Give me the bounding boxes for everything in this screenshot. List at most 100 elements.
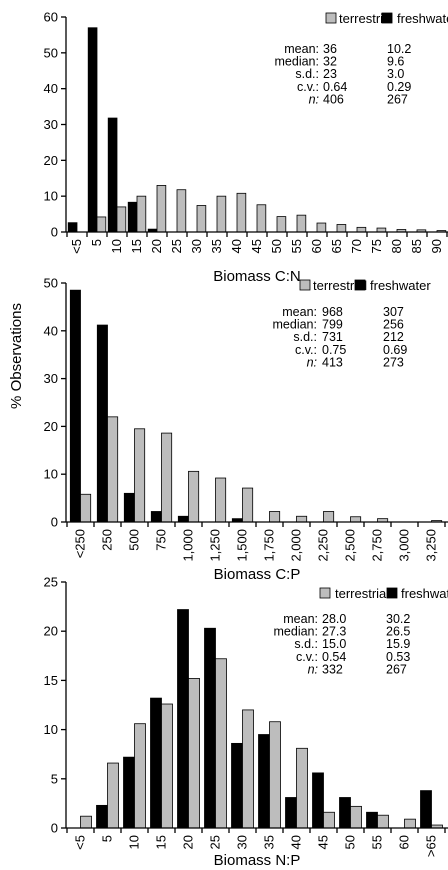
stat-value-terrestrial: 332	[322, 662, 343, 676]
bar-terrestrial-5	[215, 477, 227, 523]
stat-value-freshwater: 307	[383, 305, 404, 319]
bar-terrestrial-8	[296, 747, 308, 829]
bar-terrestrial-14	[356, 226, 367, 233]
x-tick-label: 2,000	[289, 529, 304, 562]
stat-label: mean:	[282, 305, 317, 319]
legend-swatch-freshwater	[381, 12, 393, 24]
bar-freshwater-4	[177, 609, 189, 829]
bar-freshwater-2	[123, 756, 135, 829]
bar-terrestrial-3	[161, 432, 173, 523]
stat-value-freshwater: 15.9	[386, 637, 410, 651]
stat-label: median:	[274, 625, 318, 639]
bar-terrestrial-10	[350, 516, 362, 523]
chart-panel-2: 0 10 20 30 40 50 <250 250 500 750 1,000 1,250 1,500 1…	[44, 276, 448, 583]
x-tick-label: 25	[169, 239, 184, 253]
stat-value-freshwater: 0.53	[386, 650, 410, 664]
bar-freshwater-3	[150, 511, 162, 523]
bar-terrestrial-6	[196, 205, 207, 233]
chart-panel-1: 0 10 20 30 40 50 60 <5 5 10 15 20 25 30 35 40 45 50 55 60 65…	[44, 10, 448, 285]
bar-terrestrial-11	[296, 214, 307, 233]
bar-terrestrial-6	[242, 709, 254, 829]
bar-terrestrial-9	[323, 811, 335, 829]
x-tick-label: 35	[262, 835, 277, 849]
bar-terrestrial-7	[269, 721, 281, 829]
x-tick-label: 20	[149, 239, 164, 253]
bar-terrestrial-11	[377, 814, 389, 829]
bar-freshwater-1	[96, 804, 108, 829]
legend-label-terrestrial: terrestrial	[335, 586, 389, 601]
legend-label-freshwater: freshwater	[401, 586, 448, 601]
x-tick-label: 500	[127, 529, 142, 551]
bar-freshwater-6	[231, 742, 243, 829]
bar-freshwater-0	[67, 222, 78, 233]
x-tick-label: 3,250	[424, 529, 439, 562]
stat-label: s.d.:	[294, 637, 318, 651]
x-tick-label: <5	[69, 239, 84, 254]
x-tick-label: 50	[269, 239, 284, 253]
stat-value-terrestrial: 799	[322, 318, 343, 332]
x-tick-label: >65	[424, 835, 439, 857]
bar-terrestrial-1	[107, 416, 119, 523]
stat-value-freshwater: 212	[383, 330, 404, 344]
stat-value-terrestrial: 32	[323, 55, 337, 69]
bar-freshwater-10	[339, 797, 351, 829]
x-axis-title: Biomass C:N	[213, 268, 301, 285]
x-tick-label: 45	[316, 835, 331, 849]
stat-label: mean:	[284, 42, 319, 56]
x-tick-label: 10	[109, 239, 124, 253]
y-tick-label: 15	[44, 673, 58, 688]
x-tick-label: 40	[229, 239, 244, 253]
stat-value-terrestrial: 0.75	[322, 343, 346, 357]
stat-value-terrestrial: 0.64	[323, 80, 347, 94]
x-tick-label: 15	[129, 239, 144, 253]
stat-value-terrestrial: 27.3	[322, 625, 346, 639]
bar-terrestrial-3	[136, 195, 147, 233]
x-tick-label: 55	[289, 239, 304, 253]
bar-freshwater-1	[96, 324, 108, 523]
stat-value-terrestrial: 406	[323, 92, 344, 106]
x-tick-label: <5	[73, 835, 88, 850]
x-tick-label: 80	[389, 239, 404, 253]
bar-terrestrial-2	[134, 428, 146, 523]
bar-freshwater-7	[258, 734, 270, 829]
bar-freshwater-8	[285, 797, 297, 829]
stat-value-terrestrial: 23	[323, 67, 337, 81]
stat-label: n:	[307, 355, 317, 369]
bar-freshwater-2	[107, 117, 118, 233]
stat-label: n:	[309, 92, 319, 106]
x-tick-label: 30	[235, 835, 250, 849]
stat-label: c.v.:	[296, 650, 318, 664]
x-tick-label: 85	[409, 239, 424, 253]
stat-label: mean:	[283, 612, 318, 626]
bar-terrestrial-8	[236, 192, 247, 233]
stat-value-terrestrial: 0.54	[322, 650, 346, 664]
x-axis-title: Biomass C:P	[214, 566, 301, 583]
stat-value-freshwater: 273	[383, 355, 404, 369]
bar-freshwater-4	[177, 515, 189, 523]
bar-freshwater-1	[87, 27, 98, 233]
stat-value-terrestrial: 15.0	[322, 637, 346, 651]
x-tick-label: 70	[349, 239, 364, 253]
bar-terrestrial-10	[350, 805, 362, 829]
stat-value-freshwater: 30.2	[386, 612, 410, 626]
x-tick-label: 5	[89, 239, 104, 246]
stat-value-freshwater: 26.5	[386, 625, 410, 639]
y-tick-label: 20	[44, 419, 58, 434]
stat-value-terrestrial: 36	[323, 42, 337, 56]
x-tick-label: 1,500	[235, 529, 250, 562]
legend-swatch-freshwater	[354, 279, 366, 291]
legend-swatch-terrestrial	[325, 12, 337, 24]
stat-label: c.v.:	[295, 343, 317, 357]
bar-freshwater-11	[366, 811, 378, 829]
bar-terrestrial-4	[188, 678, 200, 829]
stat-value-freshwater: 10.2	[387, 42, 411, 56]
bar-terrestrial-6	[242, 487, 254, 523]
legend-label-freshwater: freshwater	[397, 11, 448, 26]
y-tick-label: 10	[44, 189, 58, 204]
x-tick-label: 10	[127, 835, 142, 849]
x-tick-label: 60	[309, 239, 324, 253]
legend-label-freshwater: freshwater	[370, 278, 431, 293]
x-tick-label: 55	[370, 835, 385, 849]
bar-terrestrial-0	[80, 493, 92, 523]
y-tick-label: 10	[44, 722, 58, 737]
